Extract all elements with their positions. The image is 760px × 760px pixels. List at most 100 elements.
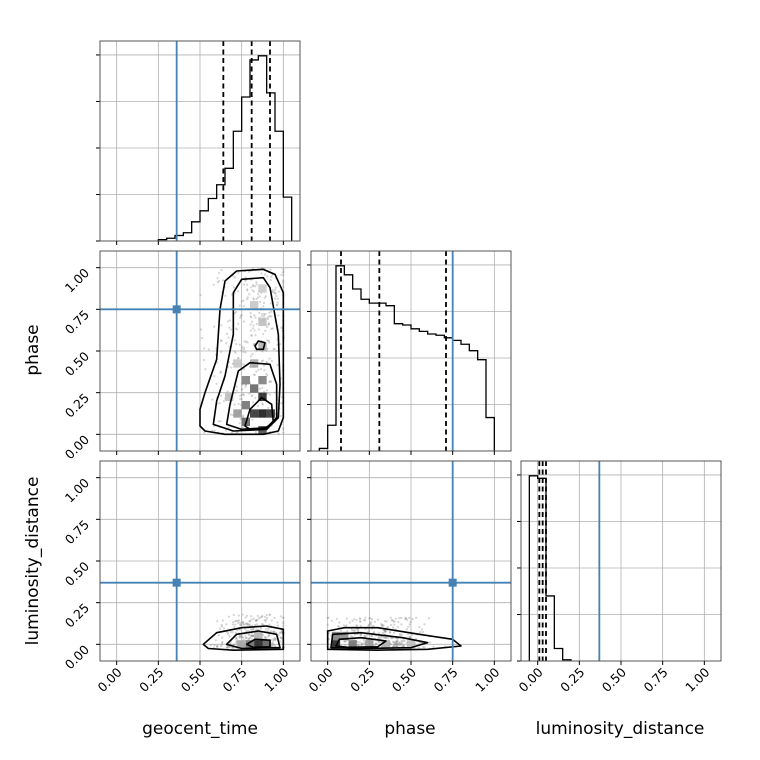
- sample-point: [240, 349, 243, 352]
- sample-point: [237, 289, 240, 293]
- sample-point: [380, 622, 383, 626]
- sample-point: [255, 283, 258, 286]
- y-tick-label: 0.50: [62, 558, 92, 588]
- sample-point: [252, 297, 255, 300]
- sample-point: [255, 628, 258, 631]
- sample-point: [235, 385, 238, 388]
- sample-point: [207, 348, 210, 351]
- sample-point: [266, 275, 269, 278]
- sample-point: [356, 629, 360, 632]
- sample-point: [240, 314, 243, 317]
- sample-point: [359, 620, 362, 623]
- density-cell: [250, 409, 259, 418]
- sample-point: [267, 323, 270, 326]
- sample-point: [382, 624, 385, 627]
- density-cell: [340, 631, 349, 641]
- sample-point: [421, 630, 424, 634]
- sample-point: [267, 316, 270, 319]
- sample-point: [220, 623, 223, 627]
- sample-point: [248, 392, 251, 395]
- sample-point: [282, 284, 285, 287]
- sample-point: [270, 315, 273, 318]
- sample-point: [226, 390, 229, 393]
- sample-point: [215, 645, 219, 649]
- sample-point: [251, 289, 254, 292]
- sample-point: [242, 394, 246, 397]
- sample-point: [240, 635, 243, 639]
- sample-point: [423, 623, 426, 626]
- sample-point: [203, 431, 206, 434]
- sample-point: [375, 642, 378, 646]
- sample-point: [245, 630, 248, 633]
- sample-point: [248, 293, 251, 296]
- sample-point: [372, 631, 376, 634]
- sample-point: [250, 394, 253, 398]
- sample-point: [248, 633, 251, 636]
- sample-point: [235, 640, 238, 643]
- hist-panel-geocent-time: [96, 40, 301, 242]
- sample-point: [255, 349, 258, 352]
- sample-point: [367, 630, 371, 634]
- sample-point: [253, 329, 256, 332]
- sample-point: [252, 298, 255, 301]
- sample-point: [276, 621, 279, 624]
- sample-point: [212, 283, 215, 286]
- sample-point: [355, 628, 358, 631]
- sample-point: [216, 645, 219, 648]
- sample-point: [271, 327, 274, 330]
- sample-point: [330, 619, 334, 622]
- sample-point: [264, 628, 268, 631]
- sample-point: [267, 627, 270, 630]
- contour-line: [245, 638, 271, 649]
- sample-point: [235, 636, 238, 639]
- sample-point: [231, 631, 234, 634]
- sample-point: [232, 621, 235, 624]
- sample-point: [265, 613, 268, 617]
- sample-point: [271, 290, 274, 293]
- sample-point: [242, 350, 245, 353]
- sample-point: [378, 631, 381, 634]
- sample-point: [395, 645, 399, 648]
- x-tick-label: 0.25: [557, 665, 587, 695]
- sample-point: [228, 326, 231, 329]
- sample-point: [219, 420, 222, 423]
- sample-point: [232, 275, 235, 278]
- sample-point: [260, 615, 263, 619]
- sample-point: [395, 643, 398, 646]
- truth-marker: [448, 578, 457, 587]
- sample-point: [239, 623, 242, 626]
- sample-point: [282, 268, 285, 271]
- sample-point: [211, 429, 214, 432]
- sample-point: [247, 637, 250, 640]
- sample-point: [244, 276, 247, 279]
- sample-point: [220, 625, 224, 628]
- sample-point: [260, 315, 263, 318]
- sample-point: [418, 625, 421, 629]
- sample-point: [248, 637, 251, 640]
- sample-point: [246, 296, 249, 299]
- sample-point: [399, 634, 402, 637]
- sample-point: [244, 616, 247, 619]
- sample-point: [226, 646, 229, 649]
- sample-point: [258, 387, 262, 390]
- sample-point: [274, 288, 277, 291]
- sample-point: [356, 624, 359, 627]
- sample-point: [264, 295, 267, 298]
- sample-point: [282, 279, 285, 282]
- sample-point: [232, 643, 235, 646]
- sample-point: [225, 623, 228, 626]
- sample-point: [261, 386, 264, 390]
- sample-point: [383, 629, 387, 632]
- sample-point: [272, 639, 275, 642]
- sample-point: [400, 616, 403, 620]
- sample-point: [265, 389, 269, 392]
- sample-point: [235, 637, 238, 641]
- sample-point: [382, 636, 386, 639]
- sample-point: [355, 624, 358, 627]
- sample-point: [226, 646, 230, 649]
- sample-point: [385, 630, 388, 633]
- sample-point: [239, 418, 242, 421]
- sample-point: [234, 620, 237, 623]
- sample-point: [359, 624, 362, 627]
- sample-point: [383, 630, 386, 633]
